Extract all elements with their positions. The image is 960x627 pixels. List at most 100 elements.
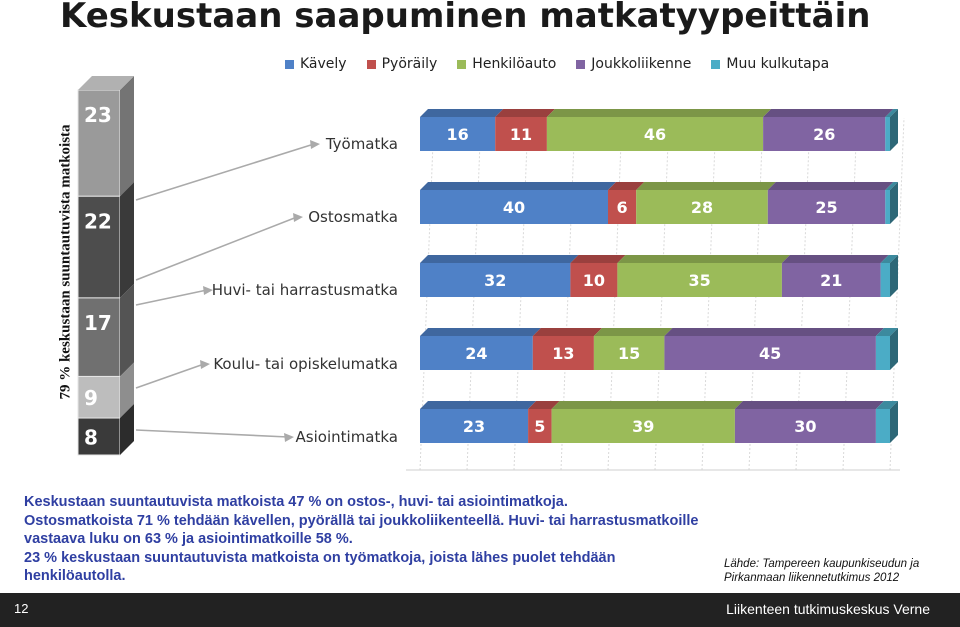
connector-arrows: Työmatka Ostosmatka Huvi- tai harrastusmat… — [135, 135, 398, 446]
bar-segment-top — [420, 328, 541, 336]
bar-segment — [608, 190, 637, 224]
arrow-head — [200, 360, 210, 369]
bar-value-label: 32 — [484, 271, 506, 290]
bar-segment — [420, 409, 529, 443]
legend-swatch — [576, 59, 586, 69]
legend-item-4: Muu kulkutapa — [711, 56, 829, 72]
organization-name: Liikenteen tutkimuskeskus Verne — [726, 601, 930, 617]
bar-value-label: 40 — [503, 198, 525, 217]
bar-segment-top — [570, 255, 626, 263]
legend-swatch — [711, 59, 721, 69]
bar-value-label: 15 — [618, 344, 640, 363]
bar-segment — [636, 190, 768, 224]
bar-segment-top — [885, 109, 898, 117]
category-label: Asiointimatka — [296, 428, 398, 446]
bar-segment-top — [420, 255, 579, 263]
bar-segment-top — [636, 182, 776, 190]
bar-segment — [570, 263, 618, 297]
legend-item-2: Henkilöauto — [457, 56, 556, 72]
bar-segment — [546, 117, 764, 151]
summary-text: Keskustaan suuntautuvista matkoista 47 %… — [24, 493, 714, 586]
bar-value-label: 39 — [632, 417, 654, 436]
bar-segment-top — [420, 109, 504, 117]
bar-segment-top — [528, 401, 560, 409]
column-value-label: 8 — [84, 426, 98, 450]
column-value-label: 9 — [84, 386, 98, 410]
column-segment-side — [120, 182, 134, 298]
column-segment-side — [120, 283, 134, 377]
bar-value-label: 16 — [446, 125, 468, 144]
legend-label: Pyöräily — [381, 56, 438, 72]
legend-item-1: Pyöräily — [366, 56, 438, 72]
connector-arrow — [135, 429, 289, 438]
column-value-label: 23 — [84, 103, 112, 127]
bar-segment-top — [664, 328, 884, 336]
bar-segment — [420, 263, 571, 297]
column-value-label: 17 — [84, 311, 112, 335]
bar-segment — [734, 409, 876, 443]
connector-arrow — [135, 289, 208, 306]
chart-legend: Kävely Pyöräily Henkilöauto Joukkoliikenne M… — [285, 56, 829, 72]
connector-arrow — [135, 363, 205, 389]
legend-swatch — [285, 59, 294, 69]
bar-value-label: 5 — [534, 417, 545, 436]
bar-segment-top — [885, 182, 898, 190]
legend-label: Joukkoliikenne — [591, 56, 692, 72]
bar-segment-side — [890, 109, 898, 151]
bar-segment — [593, 336, 665, 370]
arrow-head — [310, 140, 320, 149]
bar-segment-side — [890, 328, 898, 370]
legend-label: Muu kulkutapa — [726, 56, 830, 72]
bar-segment-top — [420, 401, 537, 409]
column-segment — [77, 297, 121, 377]
bar-segment — [420, 117, 496, 151]
bar-value-label: 26 — [813, 125, 835, 144]
column-segment — [77, 375, 121, 419]
bar-segment — [763, 117, 886, 151]
column-segment-side — [120, 362, 134, 419]
bar-segment-top — [546, 109, 772, 117]
bar-value-label: 46 — [644, 125, 666, 144]
bar-value-label: 30 — [794, 417, 816, 436]
category-label: Koulu- tai opiskelumatka — [213, 355, 398, 373]
bar-segment-top — [781, 255, 889, 263]
source-line-2: Pirkanmaan liikennetutkimus 2012 — [724, 572, 900, 584]
mode-share-bars: 16 11 46 26 40 6 28 25 32 10 35 21 24 13 15 45 23 5 39 30 — [420, 109, 898, 443]
arrow-head — [284, 433, 294, 442]
bar-value-label: 45 — [759, 344, 781, 363]
bar-value-label: 13 — [552, 344, 574, 363]
bar-value-label: 23 — [463, 417, 485, 436]
column-segment-side — [120, 76, 134, 197]
bar-value-label: 21 — [820, 271, 842, 290]
column-segment-side — [120, 404, 134, 455]
bar-value-label: 10 — [583, 271, 605, 290]
bar-segment-top — [763, 109, 894, 117]
summary-line-2: Ostosmatkoista 71 % tehdään kävellen, py… — [24, 512, 699, 548]
bar-segment — [495, 117, 547, 151]
legend-item-0: Kävely — [285, 56, 347, 72]
bar-segment — [885, 117, 890, 151]
category-label: Ostosmatka — [308, 208, 398, 226]
connector-arrow — [135, 143, 315, 201]
legend-swatch — [457, 59, 467, 69]
bar-segment — [875, 336, 890, 370]
trip-share-column: 23 22 17 9 8 — [77, 76, 134, 456]
column-segment — [77, 195, 121, 299]
connector-arrow — [135, 216, 298, 281]
arrow-head — [203, 286, 213, 295]
page-title: Keskustaan saapuminen matkatyypeittäin — [60, 0, 871, 36]
bar-segment — [664, 336, 876, 370]
bar-segment — [532, 336, 594, 370]
bar-segment-top — [880, 255, 898, 263]
category-label: Huvi- tai harrastusmatka — [212, 281, 398, 299]
bar-value-label: 25 — [815, 198, 837, 217]
bar-segment-side — [890, 255, 898, 297]
bar-segment-top — [734, 401, 884, 409]
bar-segment-top — [875, 401, 898, 409]
gridline — [889, 117, 905, 471]
bar-segment-top — [593, 328, 673, 336]
summary-line-3: 23 % keskustaan suuntautuvista matkoista… — [24, 549, 616, 585]
bar-value-label: 24 — [465, 344, 487, 363]
bar-segment-top — [532, 328, 602, 336]
category-label: Työmatka — [325, 135, 398, 153]
